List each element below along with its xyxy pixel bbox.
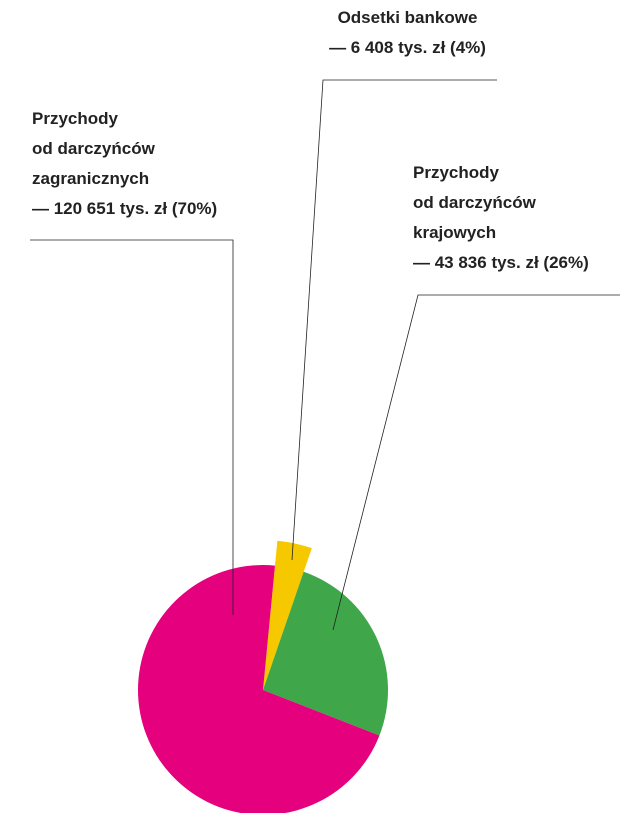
value-label: — 120 651 tys. zł (70%): [32, 199, 218, 218]
pie-slice: [263, 540, 312, 690]
leader-line: [332, 294, 620, 631]
value-label: — 43 836 tys. zł (26%): [413, 253, 589, 272]
slice-label: Odsetki bankowe — 6 408 tys. zł (4%): [300, 3, 515, 63]
category-label: Przychody od darczyńców zagranicznych: [32, 109, 155, 188]
category-label: Przychody od darczyńców krajowych: [413, 163, 536, 242]
leader-line: [30, 239, 234, 615]
pie: [138, 540, 388, 813]
category-label: Odsetki bankowe: [337, 8, 478, 27]
slice-label: Przychody od darczyńców krajowych — 43 8…: [413, 158, 589, 278]
slice-label: Przychody od darczyńców zagranicznych — …: [32, 104, 217, 224]
pie-slice: [138, 565, 380, 813]
value-label: — 6 408 tys. zł (4%): [329, 38, 486, 57]
pie-slice: [263, 571, 388, 736]
leader-line: [291, 79, 497, 561]
leader-lines: [30, 79, 620, 631]
